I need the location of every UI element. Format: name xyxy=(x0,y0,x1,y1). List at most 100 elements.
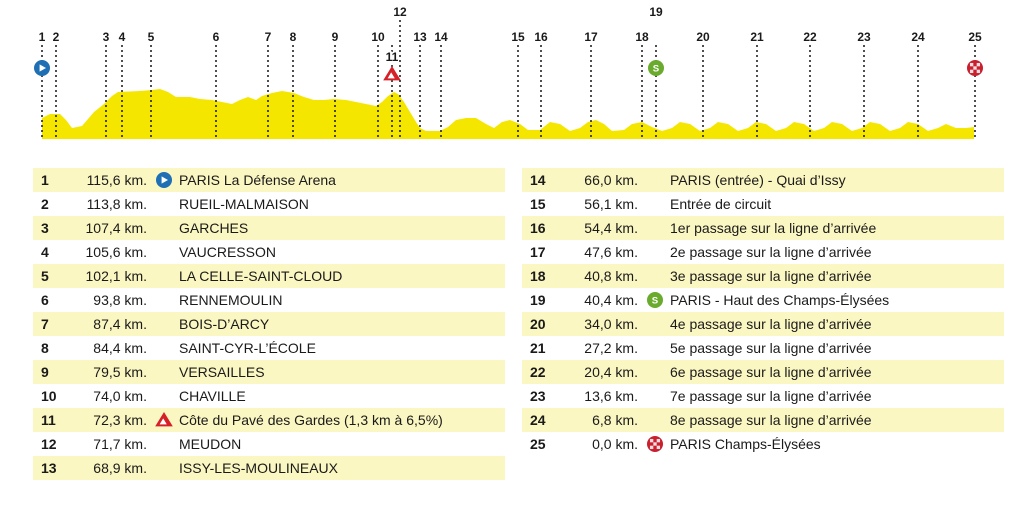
waypoint-distance: 84,4 km. xyxy=(93,340,147,356)
marker-label-18: 18 xyxy=(635,30,649,44)
marker-label-24: 24 xyxy=(911,30,925,44)
waypoint-row: 9 79,5 km. VERSAILLES xyxy=(33,360,505,384)
waypoint-distance: 79,5 km. xyxy=(75,360,153,384)
waypoint-name: 6e passage sur la ligne d’arrivée xyxy=(666,360,1004,384)
waypoint-row: 10 74,0 km. CHAVILLE xyxy=(33,384,505,408)
marker-label-25: 25 xyxy=(968,30,982,44)
waypoints-table-left: 1 115,6 km. PARIS La Défense Arena 2 113,8 k… xyxy=(33,168,505,480)
waypoint-distance: 20,4 km. xyxy=(566,360,644,384)
waypoint-distance: 72,3 km. xyxy=(75,408,153,432)
marker-label-5: 5 xyxy=(148,30,155,44)
waypoint-name: MEUDON xyxy=(179,436,242,452)
waypoint-icon-cell xyxy=(644,360,666,384)
waypoint-number: 24 xyxy=(522,408,566,432)
waypoint-icon-cell xyxy=(153,192,175,216)
finish-icon xyxy=(647,436,663,453)
elevation-profile xyxy=(42,89,974,139)
waypoint-name: VAUCRESSON xyxy=(179,244,276,260)
waypoint-icon-cell xyxy=(644,264,666,288)
waypoint-name: 4e passage sur la ligne d’arrivée xyxy=(666,312,1004,336)
waypoint-icon-cell xyxy=(644,168,666,192)
start-icon xyxy=(156,172,172,189)
waypoint-distance: 27,2 km. xyxy=(584,340,638,356)
marker-label-15: 15 xyxy=(511,30,525,44)
marker-label-1: 1 xyxy=(39,30,46,44)
waypoint-icon-cell xyxy=(644,240,666,264)
waypoint-name: Entrée de circuit xyxy=(670,196,772,212)
waypoint-icon-cell xyxy=(153,216,175,240)
start-icon xyxy=(34,60,50,76)
climb-icon xyxy=(155,412,173,427)
waypoint-name: PARIS - Haut des Champs-Élysées xyxy=(670,292,890,308)
marker-label-6: 6 xyxy=(213,30,220,44)
waypoint-row: 3 107,4 km. GARCHES xyxy=(33,216,505,240)
waypoint-name: RENNEMOULIN xyxy=(179,292,283,308)
waypoint-number: 22 xyxy=(522,360,566,384)
waypoint-distance: 93,8 km. xyxy=(93,292,147,308)
waypoint-name: 2e passage sur la ligne d’arrivée xyxy=(670,244,872,260)
waypoint-row: 4 105,6 km. VAUCRESSON xyxy=(33,240,505,264)
waypoint-number: 9 xyxy=(33,360,75,384)
sprint-icon: S xyxy=(648,60,664,76)
waypoint-icon-cell xyxy=(644,384,666,408)
waypoint-distance: 54,4 km. xyxy=(566,216,644,240)
waypoint-number: 25 xyxy=(530,436,546,452)
waypoint-row: 1 115,6 km. PARIS La Défense Arena xyxy=(33,168,505,192)
waypoint-row: 17 47,6 km. 2e passage sur la ligne d’arri… xyxy=(522,240,1004,264)
waypoint-name: 3e passage sur la ligne d’arrivée xyxy=(666,264,1004,288)
waypoint-row: 14 66,0 km. PARIS (entrée) - Quai d’Issy xyxy=(522,168,1004,192)
waypoint-row: 15 56,1 km. Entrée de circuit xyxy=(522,192,1004,216)
waypoint-number: 20 xyxy=(522,312,566,336)
waypoint-number: 10 xyxy=(41,388,57,404)
waypoint-number: 13 xyxy=(33,456,75,480)
waypoint-distance: 66,0 km. xyxy=(566,168,644,192)
waypoint-row: 24 6,8 km. 8e passage sur la ligne d’arriv… xyxy=(522,408,1004,432)
waypoint-name: GARCHES xyxy=(175,216,505,240)
marker-label-2: 2 xyxy=(53,30,60,44)
waypoint-icon-cell xyxy=(153,264,175,288)
waypoint-icon-cell xyxy=(153,360,175,384)
waypoint-number: 5 xyxy=(33,264,75,288)
waypoint-icon-cell xyxy=(153,168,175,192)
climb-icon xyxy=(383,66,401,81)
waypoint-icon-cell xyxy=(644,432,666,456)
marker-label-21: 21 xyxy=(750,30,764,44)
marker-label-8: 8 xyxy=(290,30,297,44)
marker-label-7: 7 xyxy=(265,30,272,44)
waypoint-number: 3 xyxy=(33,216,75,240)
waypoint-row: 11 72,3 km. Côte du Pavé des Gardes (1,3 k… xyxy=(33,408,505,432)
waypoint-icon-cell xyxy=(644,192,666,216)
waypoint-icon-cell xyxy=(153,432,175,456)
waypoint-icon-cell xyxy=(153,336,175,360)
marker-label-22: 22 xyxy=(803,30,817,44)
waypoint-number: 18 xyxy=(522,264,566,288)
waypoint-row: 18 40,8 km. 3e passage sur la ligne d’arri… xyxy=(522,264,1004,288)
waypoint-distance: 74,0 km. xyxy=(93,388,147,404)
finish-icon xyxy=(967,60,983,76)
waypoint-name: 5e passage sur la ligne d’arrivée xyxy=(670,340,872,356)
finish-icon xyxy=(647,436,663,453)
waypoint-name: 8e passage sur la ligne d’arrivée xyxy=(666,408,1004,432)
waypoint-name: CHAVILLE xyxy=(179,388,246,404)
waypoint-distance: 40,4 km. xyxy=(584,292,638,308)
waypoint-name: PARIS (entrée) - Quai d’Issy xyxy=(666,168,1004,192)
waypoint-row: 25 0,0 km. PARIS Champs-Élysées xyxy=(522,432,1004,456)
climb-icon xyxy=(155,412,173,427)
waypoint-row: 23 13,6 km. 7e passage sur la ligne d’arri… xyxy=(522,384,1004,408)
svg-text:S: S xyxy=(653,63,660,74)
waypoint-name: ISSY-LES-MOULINEAUX xyxy=(175,456,505,480)
waypoint-row: 13 68,9 km. ISSY-LES-MOULINEAUX xyxy=(33,456,505,480)
waypoint-number: 21 xyxy=(530,340,546,356)
waypoint-number: 14 xyxy=(522,168,566,192)
waypoint-distance: 40,8 km. xyxy=(566,264,644,288)
waypoint-distance: 56,1 km. xyxy=(584,196,638,212)
waypoint-name: 7e passage sur la ligne d’arrivée xyxy=(670,388,872,404)
waypoint-name: BOIS-D’ARCY xyxy=(175,312,505,336)
marker-label-14: 14 xyxy=(434,30,448,44)
waypoint-distance: 107,4 km. xyxy=(75,216,153,240)
waypoint-number: 11 xyxy=(33,408,75,432)
waypoint-name: 1er passage sur la ligne d’arrivée xyxy=(666,216,1004,240)
waypoint-number: 23 xyxy=(530,388,546,404)
waypoint-distance: 47,6 km. xyxy=(584,244,638,260)
waypoint-row: 7 87,4 km. BOIS-D’ARCY xyxy=(33,312,505,336)
